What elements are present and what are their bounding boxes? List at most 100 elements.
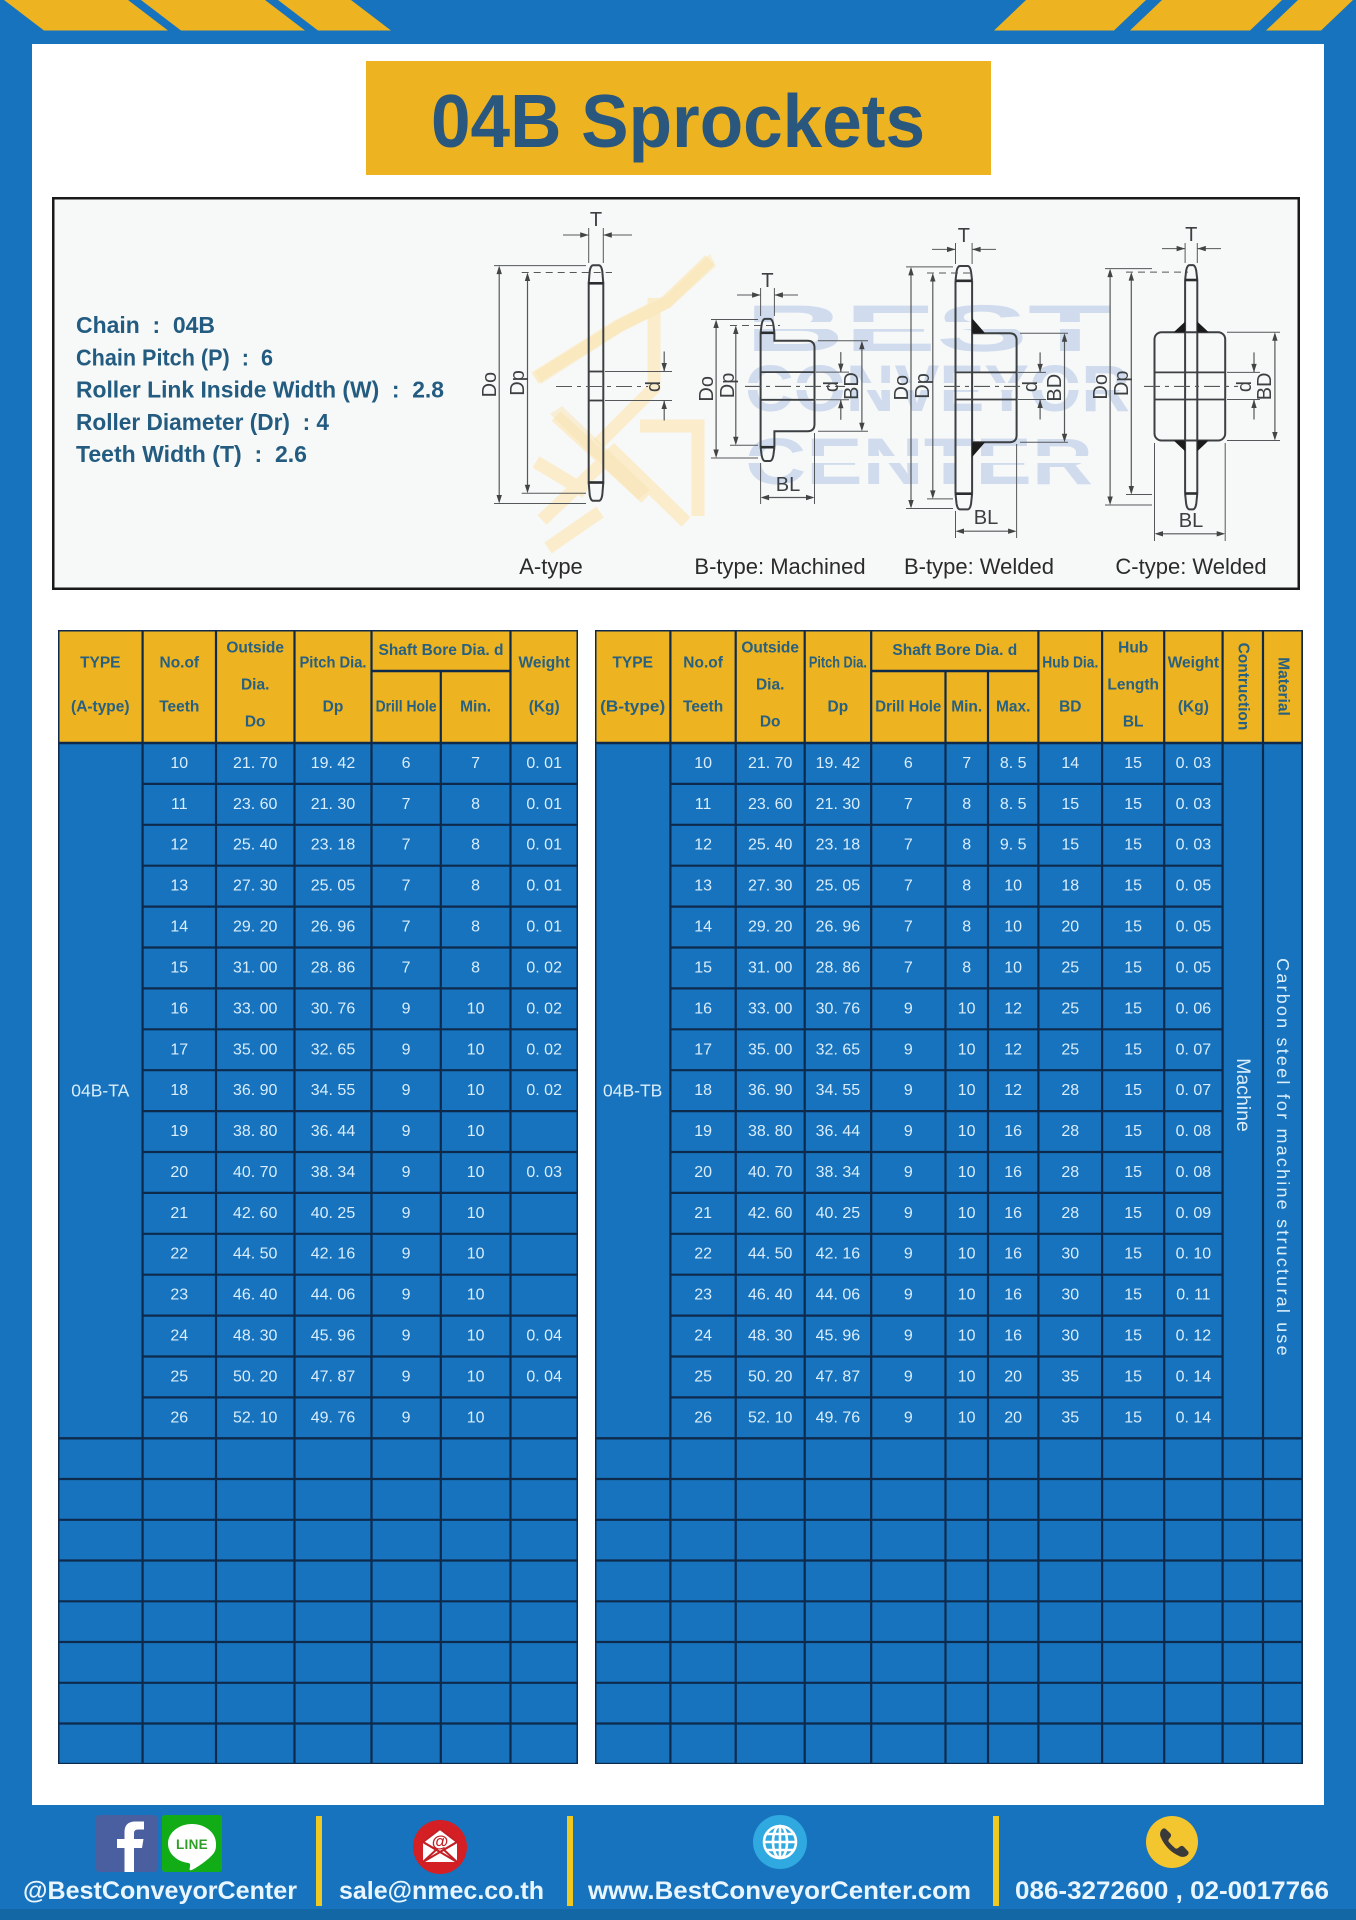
svg-text:26. 96: 26. 96 <box>311 918 356 935</box>
svg-text:10: 10 <box>958 1123 976 1140</box>
svg-text:46. 40: 46. 40 <box>748 1287 793 1304</box>
svg-text:9: 9 <box>402 1041 411 1058</box>
svg-text:T: T <box>958 225 970 247</box>
svg-text:30. 76: 30. 76 <box>816 1000 861 1017</box>
svg-text:10: 10 <box>467 1409 485 1426</box>
svg-text:Outside: Outside <box>226 640 284 657</box>
svg-text:14: 14 <box>170 918 188 935</box>
svg-text:20: 20 <box>1005 1368 1023 1385</box>
svg-text:9: 9 <box>402 1164 411 1181</box>
svg-text:Contruction: Contruction <box>1235 643 1252 731</box>
svg-text:17: 17 <box>170 1041 188 1058</box>
svg-text:16: 16 <box>1005 1246 1023 1263</box>
svg-text:15: 15 <box>1125 918 1143 935</box>
svg-text:Hub: Hub <box>1118 640 1148 657</box>
svg-text:15: 15 <box>1125 959 1143 976</box>
svg-text:10: 10 <box>958 1000 976 1017</box>
svg-text:16: 16 <box>1005 1164 1023 1181</box>
svg-text:10: 10 <box>467 1000 485 1017</box>
svg-text:49. 76: 49. 76 <box>816 1409 861 1426</box>
svg-text:0. 10: 0. 10 <box>1176 1246 1212 1263</box>
svg-text:9: 9 <box>402 1327 411 1344</box>
svg-text:25. 40: 25. 40 <box>748 837 793 854</box>
svg-text:0. 12: 0. 12 <box>1176 1327 1212 1344</box>
svg-text:Length: Length <box>1108 677 1160 694</box>
svg-text:9: 9 <box>904 1246 913 1263</box>
svg-text:Machine: Machine <box>1232 1058 1254 1132</box>
svg-text:15: 15 <box>1125 1205 1143 1222</box>
svg-text:14: 14 <box>1062 755 1080 772</box>
svg-text:21. 70: 21. 70 <box>748 755 793 772</box>
svg-text:16: 16 <box>1005 1287 1023 1304</box>
svg-text:10: 10 <box>467 1082 485 1099</box>
svg-text:8: 8 <box>471 878 480 895</box>
svg-text:LINE: LINE <box>176 1837 208 1852</box>
svg-text:15: 15 <box>1125 1164 1143 1181</box>
svg-text:d: d <box>1234 381 1256 392</box>
svg-text:0. 07: 0. 07 <box>1176 1041 1212 1058</box>
svg-text:47. 87: 47. 87 <box>816 1368 861 1385</box>
svg-text:Weight: Weight <box>519 655 570 672</box>
svg-text:13: 13 <box>695 878 713 895</box>
svg-text:9: 9 <box>904 1327 913 1344</box>
svg-text:0. 04: 0. 04 <box>526 1368 562 1385</box>
svg-text:0. 02: 0. 02 <box>526 959 562 976</box>
svg-text:28. 86: 28. 86 <box>816 959 861 976</box>
svg-text:8: 8 <box>471 837 480 854</box>
svg-text:21. 30: 21. 30 <box>816 796 861 813</box>
svg-text:20: 20 <box>1062 918 1080 935</box>
svg-text:23: 23 <box>170 1287 188 1304</box>
svg-text:Dp: Dp <box>828 699 849 716</box>
svg-text:Dp: Dp <box>507 370 529 396</box>
svg-text:10: 10 <box>467 1205 485 1222</box>
svg-text:12: 12 <box>695 837 713 854</box>
svg-text:Do: Do <box>479 372 501 398</box>
svg-text:45. 96: 45. 96 <box>816 1327 861 1344</box>
svg-text:44. 50: 44. 50 <box>748 1246 793 1263</box>
svg-text:0. 01: 0. 01 <box>526 796 562 813</box>
svg-text:28: 28 <box>1062 1123 1080 1140</box>
svg-text:40. 25: 40. 25 <box>311 1205 356 1222</box>
svg-text:19: 19 <box>695 1123 713 1140</box>
svg-text:50. 20: 50. 20 <box>748 1368 793 1385</box>
svg-text:7: 7 <box>402 796 411 813</box>
svg-text:BD: BD <box>1044 374 1066 402</box>
svg-text:8: 8 <box>963 837 972 854</box>
svg-text:23. 60: 23. 60 <box>233 796 278 813</box>
svg-text:Chain : 04B: Chain : 04B <box>76 312 215 338</box>
svg-text:48. 30: 48. 30 <box>748 1327 793 1344</box>
svg-text:10: 10 <box>467 1327 485 1344</box>
svg-text:20: 20 <box>695 1164 713 1181</box>
svg-text:www.BestConveyorCenter.com: www.BestConveyorCenter.com <box>587 1877 971 1905</box>
svg-text:0. 05: 0. 05 <box>1176 959 1212 976</box>
svg-text:0. 03: 0. 03 <box>526 1164 562 1181</box>
svg-text:9: 9 <box>402 1000 411 1017</box>
svg-text:10: 10 <box>467 1368 485 1385</box>
svg-text:9: 9 <box>904 1287 913 1304</box>
svg-text:Roller Link Inside Width (W): Roller Link Inside Width (W) : 2.8 <box>76 377 444 403</box>
svg-text:25. 05: 25. 05 <box>311 878 356 895</box>
svg-text:BD: BD <box>1059 699 1081 716</box>
svg-text:10: 10 <box>170 755 188 772</box>
svg-text:44. 06: 44. 06 <box>816 1287 861 1304</box>
svg-text:16: 16 <box>1005 1123 1023 1140</box>
svg-text:7: 7 <box>963 755 972 772</box>
svg-text:(Kg): (Kg) <box>1178 699 1209 716</box>
svg-text:40. 70: 40. 70 <box>748 1164 793 1181</box>
svg-text:10: 10 <box>958 1368 976 1385</box>
svg-text:18: 18 <box>695 1082 713 1099</box>
svg-text:0. 05: 0. 05 <box>1176 878 1212 895</box>
svg-text:7: 7 <box>904 959 913 976</box>
svg-text:10: 10 <box>467 1246 485 1263</box>
svg-text:7: 7 <box>904 837 913 854</box>
svg-text:38. 34: 38. 34 <box>816 1164 861 1181</box>
svg-text:d: d <box>1020 381 1042 392</box>
svg-text:35. 00: 35. 00 <box>233 1041 278 1058</box>
svg-text:7: 7 <box>904 878 913 895</box>
svg-text:10: 10 <box>695 755 713 772</box>
svg-text:10: 10 <box>467 1041 485 1058</box>
svg-text:10: 10 <box>1005 918 1023 935</box>
svg-text:15: 15 <box>1125 1409 1143 1426</box>
svg-text:36. 90: 36. 90 <box>748 1082 793 1099</box>
svg-text:8: 8 <box>963 918 972 935</box>
